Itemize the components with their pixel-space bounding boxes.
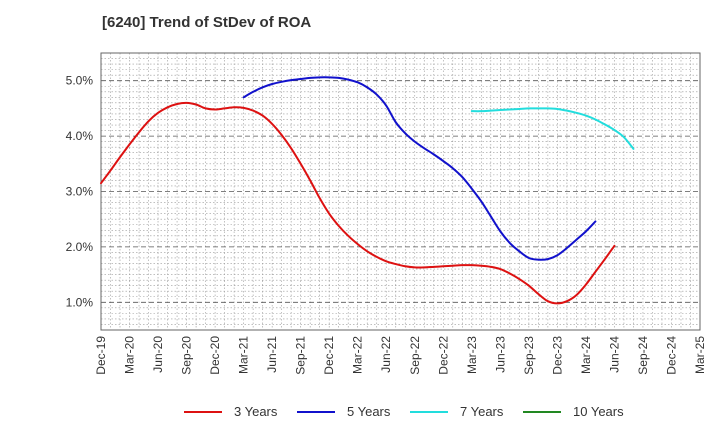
x-tick-label: Jun-20 (151, 336, 165, 373)
x-tick-label: Mar-22 (351, 336, 365, 374)
x-tick-label: Dec-20 (208, 336, 222, 375)
x-tick-label: Dec-21 (322, 336, 336, 375)
series-line-7-years (470, 107, 635, 150)
y-tick-label: 4.0% (66, 129, 94, 143)
legend-item-3-years: 3 Years (184, 404, 277, 419)
legend-item-10-years: 10 Years (523, 404, 624, 419)
legend-swatch-3-years (184, 410, 222, 413)
x-tick-label: Sep-21 (294, 336, 308, 375)
legend-label-7-years: 7 Years (460, 404, 504, 419)
series-line-3-years (100, 101, 616, 305)
legend-item-5-years: 5 Years (297, 404, 390, 419)
x-tick-label: Mar-24 (579, 336, 593, 374)
series-line-5-years (242, 76, 597, 261)
x-tick-label: Sep-20 (180, 336, 194, 375)
x-tick-label: Jun-22 (379, 336, 393, 373)
x-tick-label: Jun-23 (493, 336, 507, 373)
legend-swatch-5-years (297, 410, 335, 413)
legend-item-7-years: 7 Years (410, 404, 503, 419)
y-tick-label: 3.0% (66, 185, 94, 199)
x-tick-label: Jun-21 (265, 336, 279, 373)
legend-swatch-7-years (410, 410, 448, 413)
x-tick-label: Dec-22 (436, 336, 450, 375)
legend-label-5-years: 5 Years (347, 404, 391, 419)
plot-frame (100, 52, 701, 331)
x-tick-label: Mar-23 (465, 336, 479, 374)
y-tick-label: 5.0% (66, 74, 94, 88)
x-tick-label: Mar-25 (693, 336, 707, 374)
y-tick-label: 2.0% (66, 240, 94, 254)
legend-swatch-10-years (523, 410, 561, 413)
x-tick-label: Sep-24 (636, 336, 650, 375)
x-tick-label: Mar-21 (237, 336, 251, 374)
x-tick-label: Sep-23 (522, 336, 536, 375)
x-tick-label: Dec-23 (550, 336, 564, 375)
legend-label-10-years: 10 Years (573, 404, 624, 419)
x-tick-label: Dec-24 (664, 336, 678, 375)
x-tick-label: Dec-19 (94, 336, 108, 375)
chart-legend: 3 Years 5 Years 7 Years 10 Years (0, 404, 720, 426)
x-tick-label: Sep-22 (408, 336, 422, 375)
y-tick-label: 1.0% (66, 295, 94, 309)
x-tick-label: Jun-24 (607, 336, 621, 373)
chart-title: [6240] Trend of StDev of ROA (102, 14, 312, 31)
legend-label-3-years: 3 Years (234, 404, 278, 419)
x-tick-label: Mar-20 (123, 336, 137, 374)
